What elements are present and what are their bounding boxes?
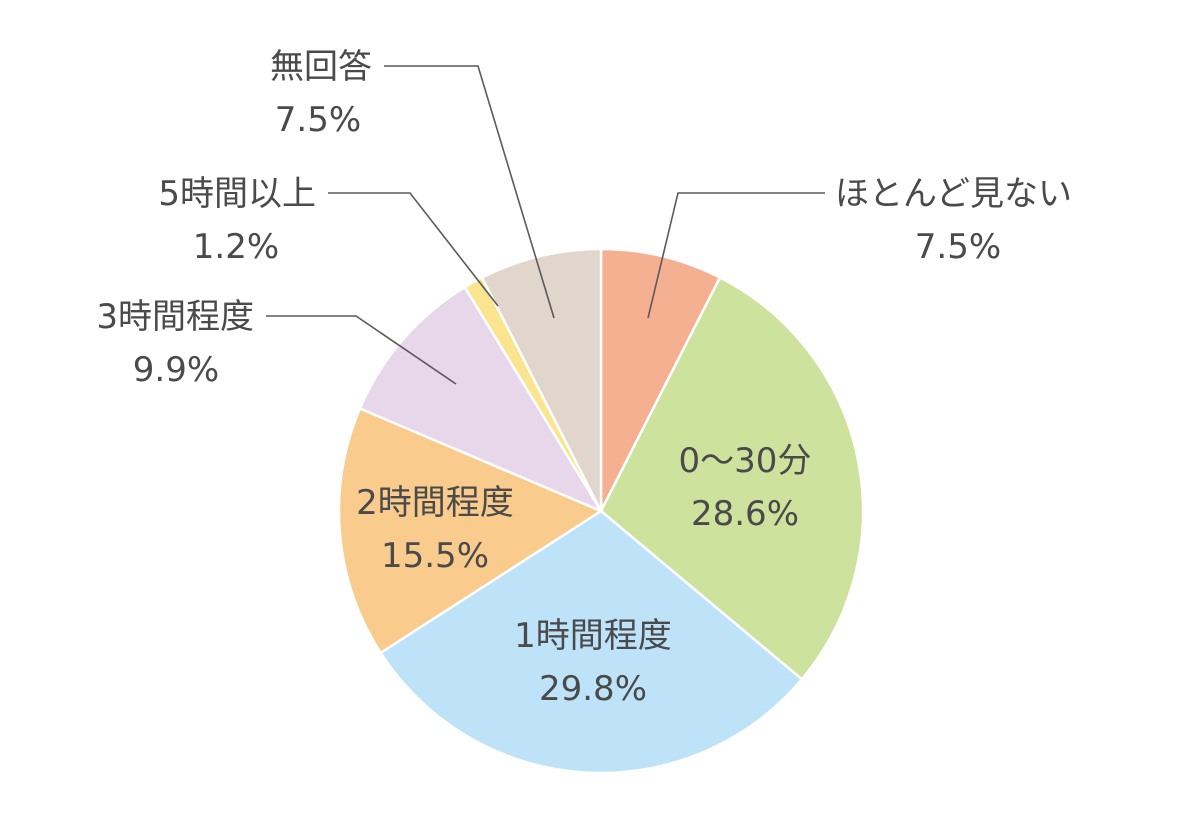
slice-5-label: 3時間程度 xyxy=(96,297,254,337)
leader-lines xyxy=(266,65,825,385)
slice-3-label: 1時間程度 xyxy=(514,616,672,656)
slice-2-value-label: 28.6% xyxy=(691,494,799,534)
slice-4-label: 2時間程度 xyxy=(356,483,514,523)
slice-1-value-label: 7.5% xyxy=(915,227,1001,267)
slice-1-leader-line xyxy=(647,192,825,319)
slice-5 xyxy=(358,285,605,514)
slice-2 xyxy=(599,275,865,682)
slice-5-leader-line xyxy=(266,315,457,385)
slice-7-value-label: 7.5% xyxy=(275,100,361,140)
slice-7-label: 無回答 xyxy=(270,47,372,87)
slice-4 xyxy=(337,406,604,655)
slice-1-label: ほとんど見ない xyxy=(835,174,1072,214)
slice-2-label: 0〜30分 xyxy=(679,441,812,481)
slice-3-value-label: 29.8% xyxy=(539,669,647,709)
slice-6-leader-line xyxy=(328,192,499,307)
slice-4-value-label: 15.5% xyxy=(381,536,489,576)
slice-3 xyxy=(378,509,804,775)
slice-labels: ほとんど見ない 7.5% 0〜30分 28.6% 1時間程度 29.8% 2時間程度 15.5… xyxy=(96,47,1072,709)
slice-6-value-label: 1.2% xyxy=(193,227,279,267)
slice-7-leader-line xyxy=(384,65,555,319)
slice-7 xyxy=(480,247,603,512)
slice-5-value-label: 9.9% xyxy=(133,350,219,390)
pie-slices xyxy=(337,247,865,775)
slice-6-label: 5時間以上 xyxy=(158,174,316,214)
